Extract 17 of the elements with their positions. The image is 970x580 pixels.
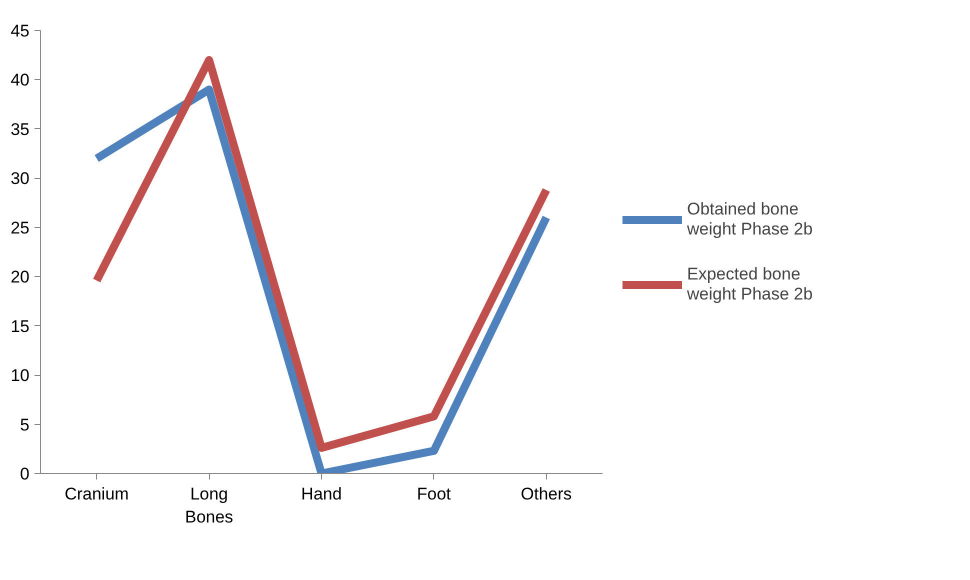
legend-label: Obtained bone weight Phase 2b	[687, 199, 813, 239]
y-tick-label: 15	[10, 316, 30, 336]
x-tick-label: Foot	[416, 484, 452, 504]
y-tick-label: 30	[10, 169, 30, 188]
y-tick-label: 20	[10, 268, 30, 287]
y-tick-label: 45	[10, 22, 30, 40]
y-tick-label: 10	[10, 366, 30, 386]
x-tick-label: Hand	[301, 484, 342, 504]
x-tick-label: Cranium	[64, 484, 129, 504]
x-tick-label: Others	[520, 484, 572, 504]
y-tick-label: 35	[10, 120, 30, 139]
x-tick-label: Long Bones	[185, 484, 234, 526]
legend-label: Expected bone weight Phase 2b	[687, 264, 813, 304]
y-tick-label: 0	[20, 464, 30, 484]
y-tick-label: 5	[20, 415, 30, 434]
y-tick-label: 25	[10, 218, 30, 238]
y-tick-label: 40	[10, 70, 30, 90]
